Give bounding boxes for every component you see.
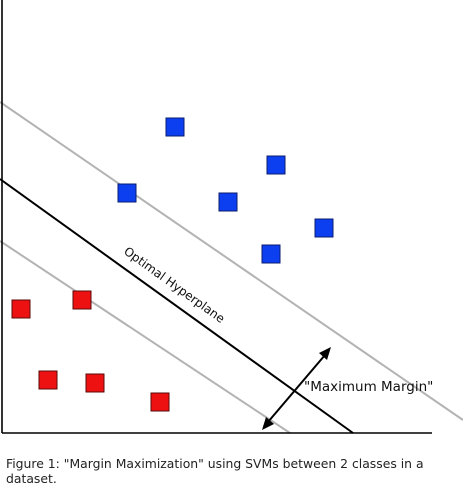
upper-margin-line (0, 101, 463, 421)
blue-point (117, 183, 137, 203)
maximum-margin-label: "Maximum Margin" (304, 379, 433, 395)
figure-caption: Figure 1: "Margin Maximization" using SV… (6, 456, 424, 486)
optimal-hyperplane-line (0, 178, 354, 434)
red-point (85, 373, 105, 393)
class-red-points (11, 290, 170, 412)
red-point (72, 290, 92, 310)
lower-margin-line (0, 240, 291, 434)
blue-point (261, 244, 281, 264)
hyperplane-label: Optimal Hyperplane (121, 244, 227, 326)
blue-point (218, 192, 238, 212)
blue-point (314, 218, 334, 238)
red-point (38, 370, 58, 390)
blue-point (266, 155, 286, 175)
class-blue-points (117, 117, 334, 264)
margin-arrow (262, 347, 331, 430)
blue-point (165, 117, 185, 137)
red-point (150, 392, 170, 412)
svm-margin-diagram: Optimal Hyperplane "Maximum Margin" (0, 0, 463, 434)
red-point (11, 299, 31, 319)
